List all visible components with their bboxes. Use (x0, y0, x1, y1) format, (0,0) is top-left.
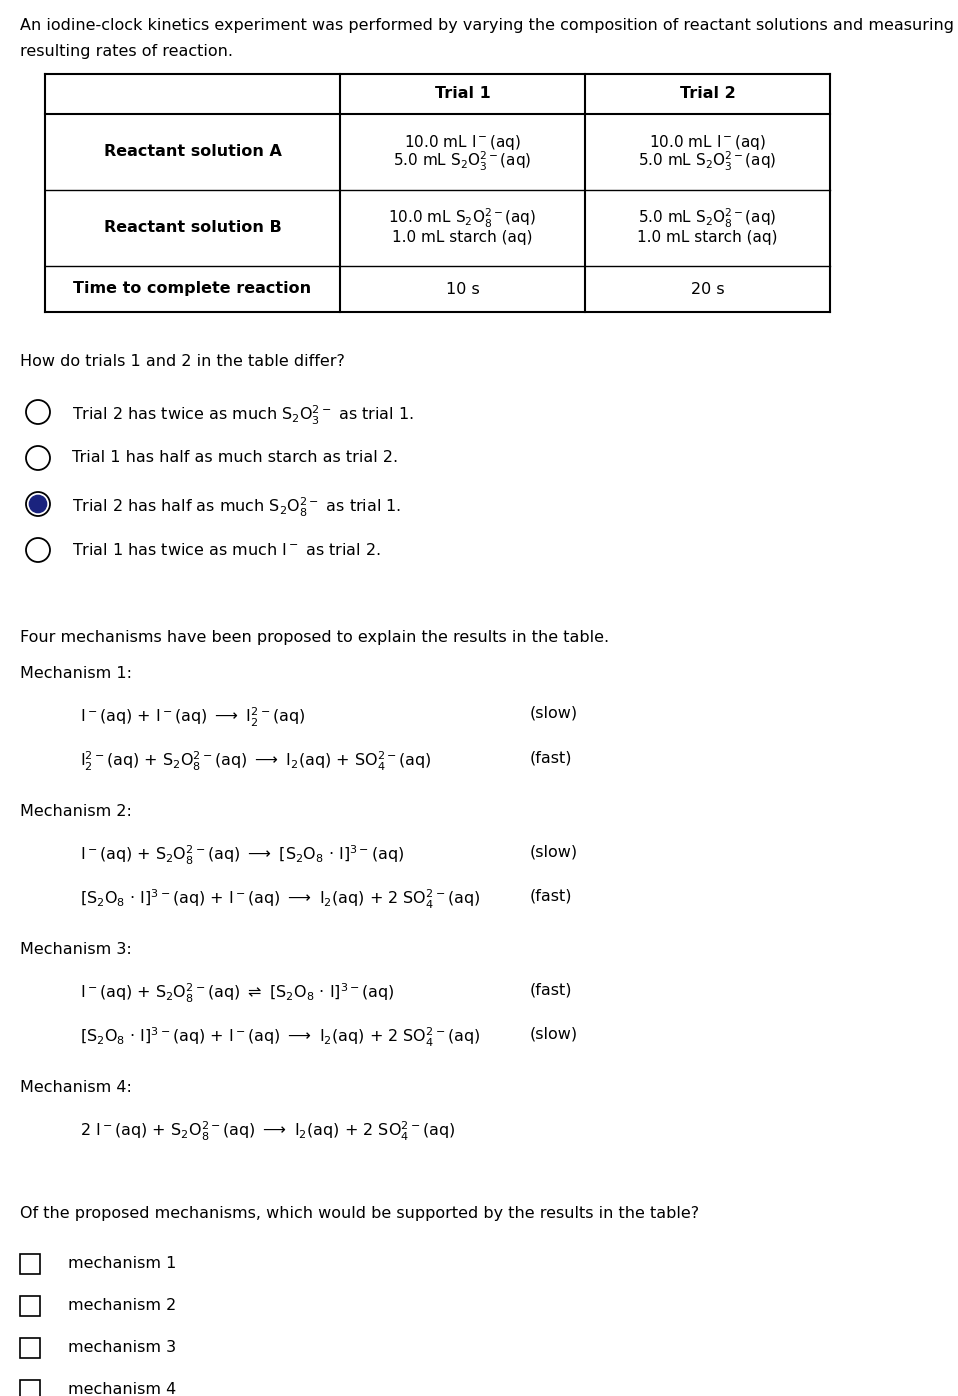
Text: I$^-$(aq) + I$^-$(aq) $\longrightarrow$ I$_2^{2-}$(aq): I$^-$(aq) + I$^-$(aq) $\longrightarrow$ … (80, 706, 306, 729)
Bar (20, 1381, 40, 1396)
Text: [S$_2$O$_8$ $\cdot$ I]$^{3-}$(aq) + I$^-$(aq) $\longrightarrow$ I$_2$(aq) + 2 SO: [S$_2$O$_8$ $\cdot$ I]$^{3-}$(aq) + I$^-… (80, 888, 480, 912)
Text: 5.0 mL S$_2$O$_8^{2-}$(aq): 5.0 mL S$_2$O$_8^{2-}$(aq) (638, 207, 777, 230)
Text: Mechanism 2:: Mechanism 2: (20, 804, 132, 819)
Text: 10.0 mL S$_2$O$_8^{2-}$(aq): 10.0 mL S$_2$O$_8^{2-}$(aq) (388, 207, 536, 230)
Text: Time to complete reaction: Time to complete reaction (74, 282, 311, 296)
Text: (slow): (slow) (530, 845, 578, 859)
Text: (fast): (fast) (530, 750, 573, 765)
Text: resulting rates of reaction.: resulting rates of reaction. (20, 45, 233, 59)
Text: 20 s: 20 s (691, 282, 724, 296)
Text: Trial 2 has twice as much S$_2$O$_3^{2-}$ as trial 1.: Trial 2 has twice as much S$_2$O$_3^{2-}… (72, 403, 414, 427)
Text: 10.0 mL I$^-$(aq): 10.0 mL I$^-$(aq) (404, 133, 521, 152)
Bar (20, 1254, 40, 1275)
Text: 1.0 mL starch (aq): 1.0 mL starch (aq) (637, 230, 778, 246)
Text: (fast): (fast) (530, 888, 573, 903)
Text: Trial 1 has half as much starch as trial 2.: Trial 1 has half as much starch as trial… (72, 450, 399, 465)
Text: Four mechanisms have been proposed to explain the results in the table.: Four mechanisms have been proposed to ex… (20, 630, 609, 645)
Text: Trial 2 has half as much S$_2$O$_8^{2-}$ as trial 1.: Trial 2 has half as much S$_2$O$_8^{2-}$… (72, 496, 401, 519)
Text: mechanism 4: mechanism 4 (68, 1382, 176, 1396)
Text: [S$_2$O$_8$ $\cdot$ I]$^{3-}$(aq) + I$^-$(aq) $\longrightarrow$ I$_2$(aq) + 2 SO: [S$_2$O$_8$ $\cdot$ I]$^{3-}$(aq) + I$^-… (80, 1026, 480, 1050)
Circle shape (30, 496, 47, 512)
Text: 10 s: 10 s (445, 282, 479, 296)
Text: mechanism 2: mechanism 2 (68, 1298, 176, 1314)
Text: Of the proposed mechanisms, which would be supported by the results in the table: Of the proposed mechanisms, which would … (20, 1206, 699, 1222)
Bar (20, 1337, 40, 1358)
Text: Reactant solution A: Reactant solution A (103, 145, 282, 159)
Text: (fast): (fast) (530, 981, 573, 997)
Text: I$_2^{2-}$(aq) + S$_2$O$_8^{2-}$(aq) $\longrightarrow$ I$_2$(aq) + SO$_4^{2-}$(a: I$_2^{2-}$(aq) + S$_2$O$_8^{2-}$(aq) $\l… (80, 750, 432, 773)
Text: An iodine-clock kinetics experiment was performed by varying the composition of : An iodine-clock kinetics experiment was … (20, 18, 958, 34)
Text: 5.0 mL S$_2$O$_3^{2-}$(aq): 5.0 mL S$_2$O$_3^{2-}$(aq) (394, 149, 532, 173)
Text: Trial 1 has twice as much I$^-$ as trial 2.: Trial 1 has twice as much I$^-$ as trial… (72, 542, 381, 558)
Text: (slow): (slow) (530, 1026, 578, 1041)
Text: mechanism 1: mechanism 1 (68, 1256, 176, 1270)
Text: I$^-$(aq) + S$_2$O$_8^{2-}$(aq) $\rightleftharpoons$ [S$_2$O$_8$ $\cdot$ I]$^{3-: I$^-$(aq) + S$_2$O$_8^{2-}$(aq) $\rightl… (80, 981, 395, 1005)
Text: I$^-$(aq) + S$_2$O$_8^{2-}$(aq) $\longrightarrow$ [S$_2$O$_8$ $\cdot$ I]$^{3-}$(: I$^-$(aq) + S$_2$O$_8^{2-}$(aq) $\longri… (80, 845, 404, 867)
Text: Reactant solution B: Reactant solution B (103, 221, 282, 236)
Text: Trial 2: Trial 2 (679, 87, 736, 102)
Text: 2 I$^-$(aq) + S$_2$O$_8^{2-}$(aq) $\longrightarrow$ I$_2$(aq) + 2 SO$_4^{2-}$(aq: 2 I$^-$(aq) + S$_2$O$_8^{2-}$(aq) $\long… (80, 1120, 455, 1143)
Text: How do trials 1 and 2 in the table differ?: How do trials 1 and 2 in the table diffe… (20, 355, 345, 369)
Text: Mechanism 3:: Mechanism 3: (20, 942, 132, 958)
Text: (slow): (slow) (530, 706, 578, 720)
Text: mechanism 3: mechanism 3 (68, 1340, 176, 1356)
Text: 1.0 mL starch (aq): 1.0 mL starch (aq) (392, 230, 533, 246)
Text: Trial 1: Trial 1 (435, 87, 490, 102)
Text: Mechanism 1:: Mechanism 1: (20, 666, 132, 681)
Text: 10.0 mL I$^-$(aq): 10.0 mL I$^-$(aq) (650, 133, 765, 152)
Text: Mechanism 4:: Mechanism 4: (20, 1081, 132, 1094)
Text: 5.0 mL S$_2$O$_3^{2-}$(aq): 5.0 mL S$_2$O$_3^{2-}$(aq) (638, 149, 777, 173)
Bar (20, 1295, 40, 1316)
